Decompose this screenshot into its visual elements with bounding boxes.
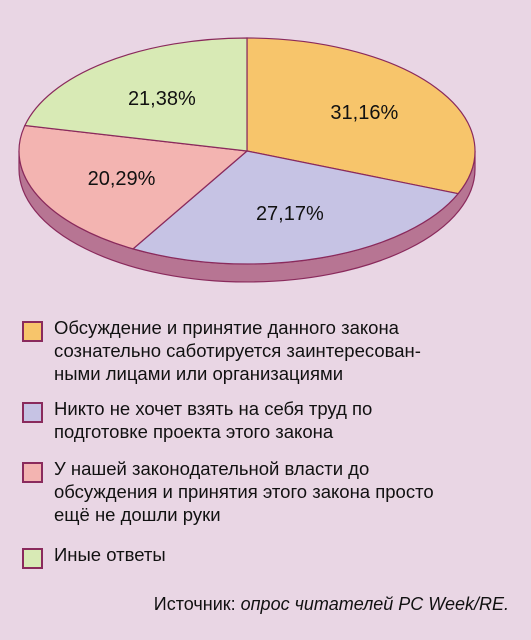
- slice-value-label: 27,17%: [256, 203, 324, 225]
- source-note: Источник: опрос читателей PC Week/RE.: [154, 594, 509, 615]
- legend-swatch: [22, 321, 43, 342]
- slice-value-label: 20,29%: [88, 168, 156, 190]
- pie-slices: [18, 37, 476, 265]
- pie-labels: 31,16% 27,17% 20,29% 21,38%: [88, 88, 399, 225]
- legend-label: Обсуждение и принятие данного закона соз…: [54, 317, 421, 384]
- legend-label: У нашей законодательной власти до обсужд…: [54, 458, 434, 525]
- source-text: опрос читателей PC Week/RE.: [240, 594, 509, 614]
- pie-slice: [18, 124, 249, 250]
- legend-swatch: [22, 462, 43, 483]
- source-prefix: Источник:: [153, 594, 241, 614]
- legend-swatch: [22, 548, 43, 569]
- pie-slice: [246, 37, 476, 195]
- legend-label: Иные ответы: [54, 544, 166, 565]
- legend-label: Никто не хочет взять на себя труд по под…: [54, 398, 373, 442]
- slice-value-label: 31,16%: [330, 102, 398, 124]
- slice-value-label: 21,38%: [128, 88, 196, 110]
- legend-swatch: [22, 402, 43, 423]
- pie-chart: 31,16% 27,17% 20,29% 21,38%: [18, 37, 476, 283]
- pie-slice: [23, 37, 248, 152]
